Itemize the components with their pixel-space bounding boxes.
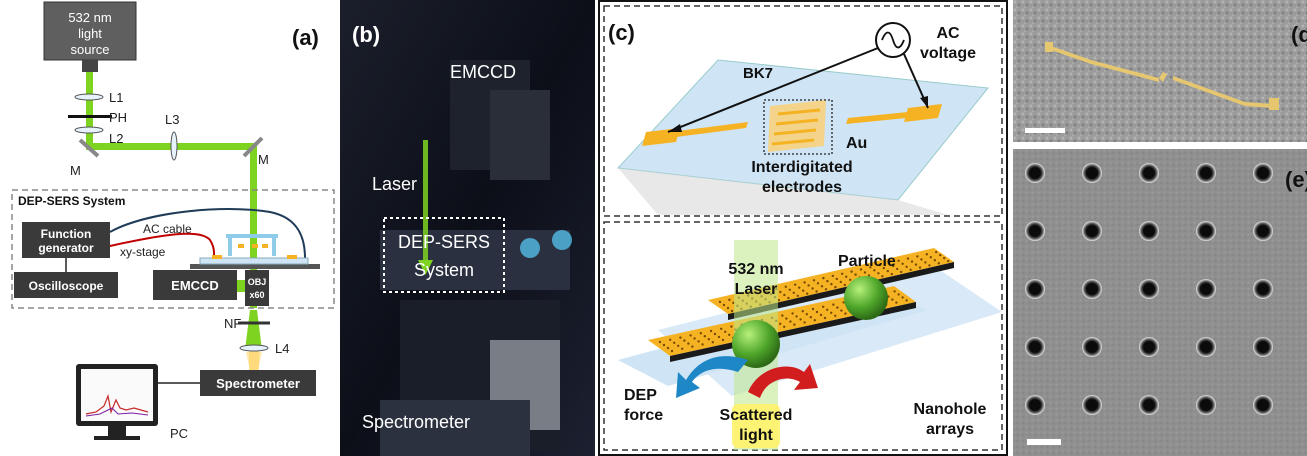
bk7-label: BK7 [743, 65, 773, 82]
ac-voltage-label-2: voltage [920, 45, 976, 62]
nanohole-label-1: Nanohole [914, 401, 987, 418]
xy-stage-label: xy-stage [120, 245, 166, 259]
lens-2-label: L2 [109, 131, 123, 146]
oscilloscope-label: Oscilloscope [29, 279, 104, 293]
emccd-label: EMCCD [171, 278, 219, 293]
lens-2-icon [74, 126, 104, 134]
electrodes-label-2: electrodes [762, 179, 842, 196]
scale-bar-e [1027, 439, 1061, 445]
lens-4-label: L4 [275, 341, 289, 356]
mirror-left-label: M [70, 163, 81, 178]
scattered-light-arrow [748, 364, 818, 398]
lens-3-label: L3 [165, 112, 179, 127]
dep-sers-system-box [11, 189, 335, 309]
lens-1-icon [74, 93, 104, 101]
oscilloscope-box [14, 272, 118, 298]
top-view-box [603, 5, 1003, 217]
pc-label: PC [170, 426, 188, 441]
objective-box [245, 270, 269, 306]
ac-cable-black [109, 208, 306, 259]
function-generator-box [22, 222, 110, 258]
ac-voltage-label-1: AC [936, 25, 960, 42]
panel-c: (c) BK7 AC voltage Au Interdigitated ele… [598, 0, 1008, 456]
gold-electrodes [642, 100, 942, 152]
system-photo-label-1: DEP-SERS [398, 232, 490, 252]
system-title: DEP-SERS System [18, 194, 125, 208]
eyepiece-right [552, 230, 572, 250]
electrodes-label-1: Interdigitated [751, 159, 852, 176]
system-photo-label-2: System [414, 260, 474, 280]
spectrometer-photo-label: Spectrometer [362, 412, 470, 432]
panel-c-tag: (c) [608, 20, 635, 45]
dep-force-arrow [676, 356, 748, 398]
light-source-label-2: light [78, 26, 102, 41]
panel-e-micrograph: (e) [1013, 149, 1307, 456]
nanohole-label-2: arrays [926, 421, 974, 438]
dep-force-label-1: DEP [624, 387, 657, 404]
notch-filter-label: NF [224, 316, 241, 331]
panel-a-tag: (a) [292, 25, 319, 50]
mirror-right-icon [242, 136, 264, 158]
light-source: 532 nm light source [43, 1, 137, 72]
electrode-image [1045, 42, 1279, 110]
output-beam-cone [245, 310, 262, 350]
system-highlight-box [383, 217, 505, 293]
panel-a: 532 nm light source (a) L1 PH L2 L3 M M … [0, 0, 338, 456]
particle-label: Particle [838, 253, 896, 270]
trapped-particle [732, 320, 780, 368]
ac-cable-label: AC cable [143, 222, 192, 236]
panel-d-micrograph: (d [1013, 0, 1307, 142]
scattered-light-label-2: light [739, 427, 773, 444]
function-generator-label-1: Function [41, 227, 92, 241]
panel-e-tag: (e) [1285, 167, 1307, 192]
ac-cable-red [109, 232, 216, 259]
laser-detail-label-1: 532 nm [728, 261, 783, 278]
panel-d-tag: (d [1291, 22, 1307, 47]
lens-4-icon [239, 344, 269, 352]
laser-detail-label-2: Laser [735, 281, 778, 298]
panel-b-tag: (b) [352, 22, 380, 47]
particle-on-electrode [844, 276, 888, 320]
scale-bar-d [1025, 128, 1065, 133]
nanohole-array-image [1025, 163, 1273, 415]
dep-force-label-2: force [624, 407, 663, 424]
mirror-left-icon [78, 138, 100, 158]
au-label: Au [846, 135, 867, 152]
pc-monitor-icon [76, 364, 158, 440]
objective-label-2: x60 [249, 290, 264, 300]
electrode-zoom-box [763, 99, 833, 155]
mirror-right-label: M [258, 152, 269, 167]
lens-1-label: L1 [109, 90, 123, 105]
emccd-box [153, 270, 237, 300]
function-generator-label-2: generator [38, 241, 94, 255]
scattered-light-label-1: Scattered [720, 407, 793, 424]
pinhole-label: PH [109, 110, 127, 125]
eyepiece-left [520, 238, 540, 258]
detail-view-box [603, 221, 1003, 451]
lens-3-icon [170, 131, 178, 161]
objective-label-1: OBJ [248, 277, 267, 287]
light-source-label-1: 532 nm [68, 10, 111, 25]
emccd-photo-label: EMCCD [450, 62, 516, 82]
panel-b-photo: (b) EMCCD Laser DEP-SERS System Spectrom… [340, 0, 595, 456]
light-source-label-3: source [70, 42, 109, 57]
xy-stage [190, 234, 320, 269]
laser-photo-label: Laser [372, 174, 417, 194]
spectrometer-box [200, 370, 316, 396]
pinhole-icon [68, 115, 112, 118]
laser-beam [423, 140, 428, 270]
spectrometer-label: Spectrometer [216, 376, 300, 391]
